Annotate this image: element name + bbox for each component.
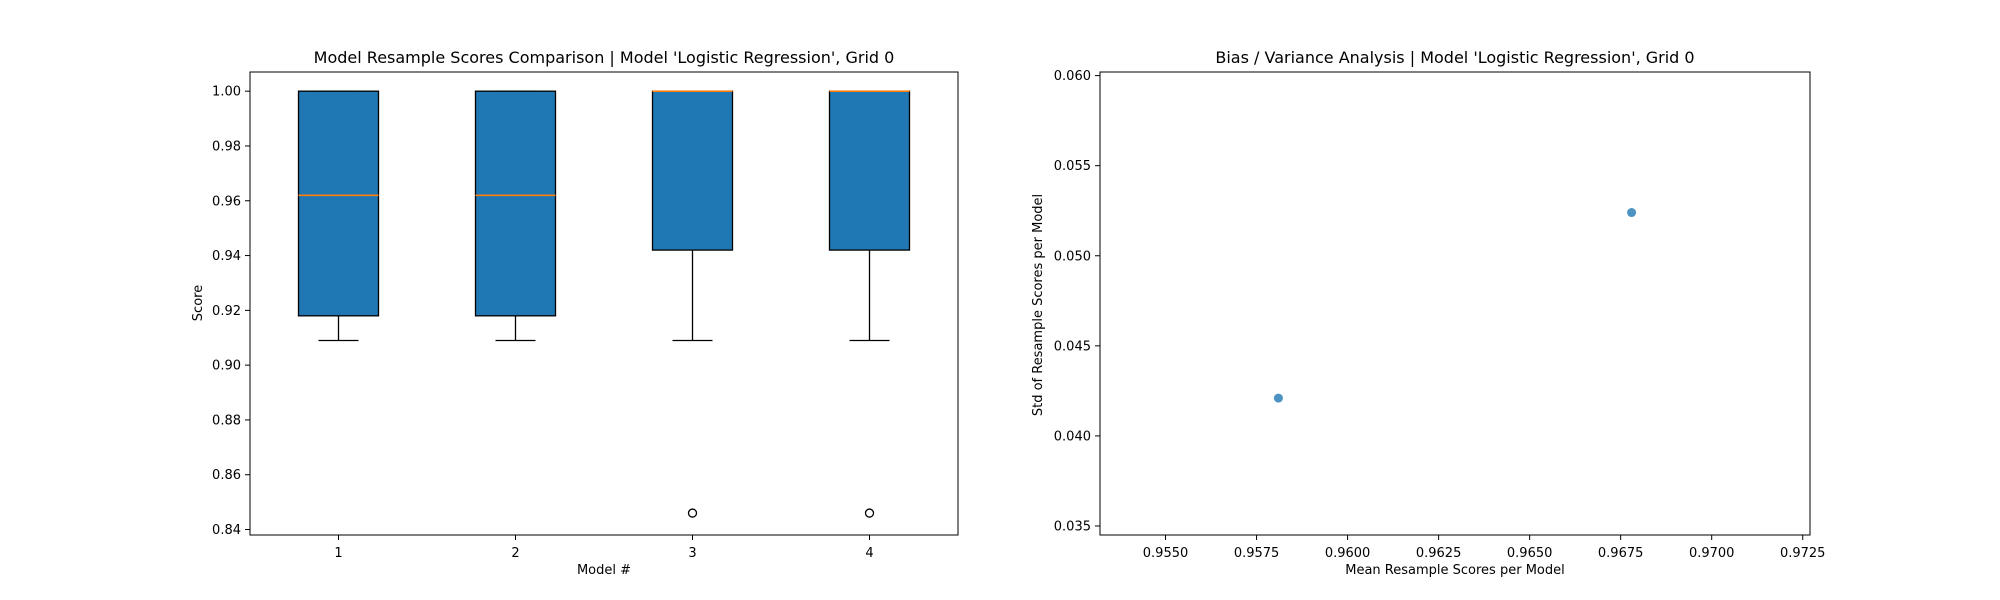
scatter-chart-title: Bias / Variance Analysis | Model 'Logist… [1215,48,1694,67]
box-plot-chart: Model Resample Scores Comparison | Model… [191,48,959,578]
scatter-x-tick-label: 0.9700 [1689,546,1735,561]
scatter-x-tick-label: 0.9575 [1234,546,1280,561]
box-x-ticks: 1 2 3 4 [334,535,874,561]
box-y-tick-label: 1.00 [212,85,241,100]
box-y-tick-label: 0.98 [212,139,241,154]
box-outlier [687,508,698,518]
scatter-x-tick-label: 0.9625 [1416,546,1462,561]
box-axes-frame [249,71,959,536]
box-y-tick-label: 0.92 [212,304,241,319]
box-y-ticks: 0.84 0.86 0.88 0.90 0.92 0.94 0.96 0.98 1.00 [212,85,250,538]
box-y-tick-label: 0.96 [212,194,241,209]
scatter-y-ticks: 0.035 0.040 0.045 0.050 0.055 0.060 [1054,69,1100,534]
box-y-tick-label: 0.90 [212,359,241,374]
scatter-x-tick-label: 0.9675 [1598,546,1644,561]
scatter-x-tick-label: 0.9550 [1143,546,1189,561]
scatter-x-tick-label: 0.9725 [1780,546,1826,561]
box-body [651,90,734,251]
box-body [474,90,557,317]
box-x-tick-label: 3 [688,546,696,561]
scatter-chart: Bias / Variance Analysis | Model 'Logist… [1031,48,1825,578]
scatter-marks [1273,208,1637,403]
scatter-y-tick-label: 0.045 [1054,339,1091,354]
box-x-tick-label: 1 [334,546,342,561]
scatter-y-tick-label: 0.040 [1054,429,1091,444]
box-chart-title: Model Resample Scores Comparison | Model… [314,48,895,67]
scatter-x-axis-label: Mean Resample Scores per Model [1345,563,1564,578]
box-outlier [864,508,875,518]
box-y-tick-label: 0.86 [212,468,241,483]
box-y-tick-label: 0.88 [212,413,241,428]
scatter-x-tick-label: 0.9650 [1507,546,1553,561]
scatter-y-axis-label: Std of Resample Scores per Model [1031,194,1046,416]
box-x-tick-label: 2 [511,546,519,561]
box-y-tick-label: 0.84 [212,523,241,538]
box-y-tick-label: 0.94 [212,249,241,264]
box-x-axis-label: Model # [577,563,631,578]
scatter-y-tick-label: 0.060 [1054,69,1091,84]
scatter-y-tick-label: 0.050 [1054,249,1091,264]
scatter-axes-frame [1099,71,1811,536]
scatter-point [1273,393,1283,403]
box-x-tick-label: 4 [865,546,873,561]
box-body [828,90,911,251]
box-body [297,90,380,317]
scatter-y-tick-label: 0.035 [1054,519,1091,534]
scatter-y-tick-label: 0.055 [1054,159,1091,174]
box-marks [297,90,911,518]
box-y-axis-label: Score [191,285,206,321]
scatter-x-tick-label: 0.9600 [1325,546,1371,561]
scatter-point [1627,208,1637,218]
scatter-x-ticks: 0.9550 0.9575 0.9600 0.9625 0.9650 0.9675 0.97… [1143,535,1826,561]
